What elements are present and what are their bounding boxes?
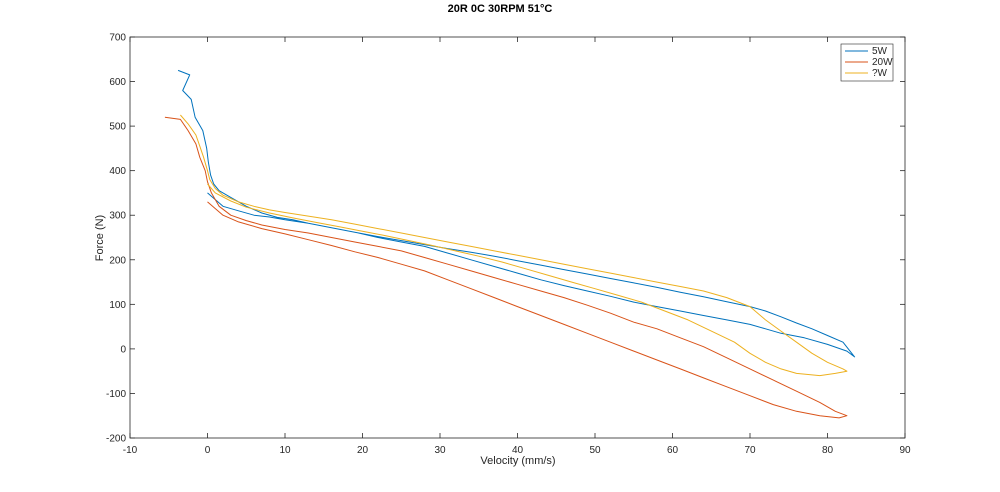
- x-tick-label: 70: [744, 445, 756, 456]
- series-line-20w: [164, 116, 848, 419]
- y-axis: -200 -100 0 100 200 300 400 500 600 700: [106, 33, 905, 445]
- series-line-qw: [180, 114, 848, 377]
- chart-title: 20R 0C 30RPM 51°C: [448, 3, 553, 15]
- y-tick-label: 500: [109, 122, 126, 133]
- x-tick-label: 80: [822, 445, 834, 456]
- legend-label-qw: ?W: [872, 68, 888, 79]
- x-tick-label: 0: [205, 445, 211, 456]
- legend-label-20w: 20W: [872, 57, 893, 68]
- x-tick-label: 40: [512, 445, 524, 456]
- x-tick-label: 50: [589, 445, 601, 456]
- y-tick-label: 400: [109, 166, 126, 177]
- x-axis-label: Velocity (mm/s): [480, 455, 555, 467]
- y-tick-label: -100: [106, 389, 126, 400]
- y-tick-label: 100: [109, 300, 126, 311]
- x-axis: -10 0 10 20 30 40 50 60 70 80 90: [123, 37, 911, 456]
- x-tick-label: 10: [279, 445, 291, 456]
- legend-label-5w: 5W: [872, 46, 888, 57]
- x-tick-label: 30: [434, 445, 446, 456]
- x-tick-label: 90: [899, 445, 911, 456]
- x-tick-label: 20: [357, 445, 369, 456]
- y-tick-label: 0: [120, 344, 126, 355]
- x-tick-label: 60: [667, 445, 679, 456]
- legend: 5W 20W ?W: [840, 43, 894, 82]
- y-tick-label: 300: [109, 211, 126, 222]
- y-tick-label: 700: [109, 33, 126, 44]
- x-tick-label: -10: [123, 445, 138, 456]
- y-tick-label: -200: [106, 434, 126, 445]
- y-tick-label: 600: [109, 77, 126, 88]
- series-layer: [164, 69, 856, 419]
- y-tick-label: 200: [109, 255, 126, 266]
- plot-area: [130, 37, 905, 438]
- y-axis-label: Force (N): [94, 215, 106, 261]
